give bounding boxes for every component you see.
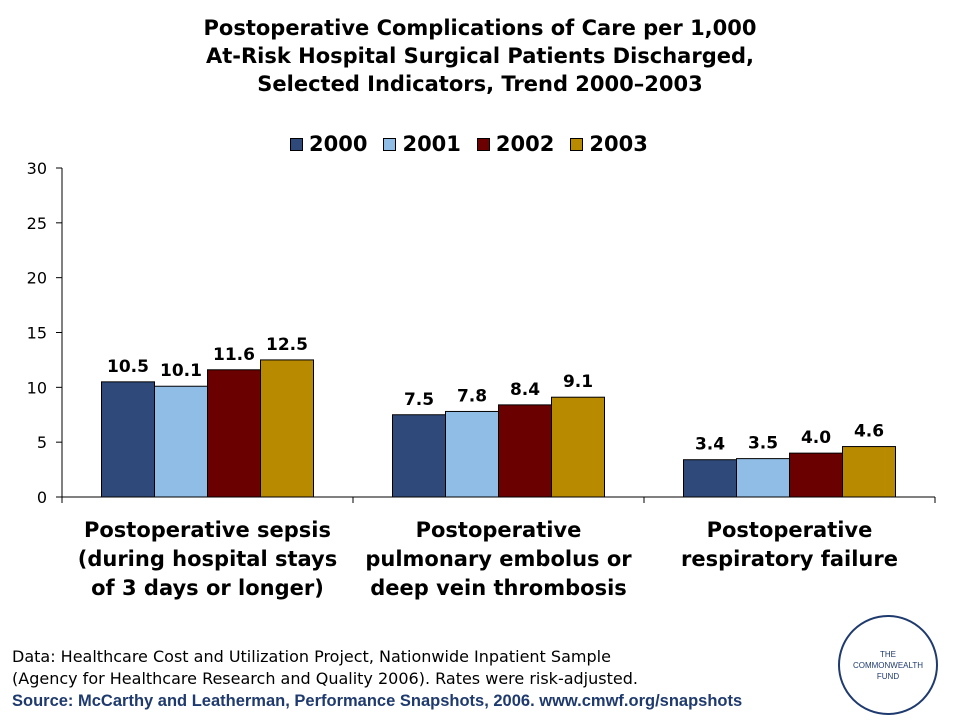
bar-2000 xyxy=(392,414,446,498)
legend-item-2001: 2001 xyxy=(383,132,461,156)
bar-2000 xyxy=(101,381,155,498)
y-tick-label: 25 xyxy=(27,214,47,233)
y-tick-label: 20 xyxy=(27,269,47,288)
bar-2000 xyxy=(683,459,737,498)
data-label: 3.5 xyxy=(748,434,778,454)
x-category-label: deep vein thrombosis xyxy=(370,576,627,600)
x-category-label: Postoperative sepsis xyxy=(84,518,331,542)
legend-item-2003: 2003 xyxy=(570,132,648,156)
data-label: 3.4 xyxy=(695,435,725,455)
title-line-1: Postoperative Complications of Care per … xyxy=(203,16,757,40)
legend-swatch-2000 xyxy=(290,137,303,151)
footnotes: Data: Healthcare Cost and Utilization Pr… xyxy=(12,646,742,712)
x-category-label: (during hospital stays xyxy=(78,547,338,571)
chart-title: Postoperative Complications of Care per … xyxy=(0,14,960,98)
y-tick-label: 0 xyxy=(37,488,47,507)
x-category-label: Postoperative xyxy=(707,518,873,542)
data-label: 11.6 xyxy=(213,345,255,365)
legend: 2000 2001 2002 2003 xyxy=(290,132,664,156)
commonwealth-fund-logo: THE COMMONWEALTH FUND xyxy=(838,615,938,715)
logo-line-3: FUND xyxy=(876,671,900,681)
data-label: 4.0 xyxy=(801,428,831,448)
logo-line-2: COMMONWEALTH xyxy=(852,660,924,670)
bar-2003 xyxy=(551,396,605,498)
bar-2001 xyxy=(445,410,499,498)
x-category-label: pulmonary embolus or xyxy=(365,547,632,571)
y-tick-label: 30 xyxy=(27,159,47,178)
legend-label-2001: 2001 xyxy=(402,132,461,156)
note-line-2: (Agency for Healthcare Research and Qual… xyxy=(12,669,638,688)
bar-2003 xyxy=(842,446,896,498)
data-label: 10.1 xyxy=(160,361,202,381)
bar-2003 xyxy=(260,359,314,498)
data-label: 9.1 xyxy=(563,372,593,392)
legend-item-2000: 2000 xyxy=(290,132,367,156)
data-label: 8.4 xyxy=(510,380,540,400)
legend-swatch-2003 xyxy=(570,137,584,151)
y-tick-label: 10 xyxy=(27,378,47,397)
title-line-2: At-Risk Hospital Surgical Patients Disch… xyxy=(205,44,754,68)
bar-2002 xyxy=(498,404,552,498)
bar-2002 xyxy=(789,452,843,498)
data-label: 7.8 xyxy=(457,386,487,406)
legend-item-2002: 2002 xyxy=(476,132,555,156)
legend-label-2000: 2000 xyxy=(309,132,368,156)
data-label: 4.6 xyxy=(854,422,884,442)
note-line-1: Data: Healthcare Cost and Utilization Pr… xyxy=(12,647,611,666)
bar-2001 xyxy=(154,385,208,498)
legend-label-2003: 2003 xyxy=(589,132,648,156)
legend-swatch-2002 xyxy=(476,137,490,151)
bar-chart: 0 5 10 15 20 25 30 10.5 10.1 11.6 12.5 Postoperativ… xyxy=(27,159,936,600)
x-category-label: Postoperative xyxy=(416,518,582,542)
legend-swatch-2001 xyxy=(383,137,397,151)
title-line-3: Selected Indicators, Trend 2000–2003 xyxy=(257,72,703,96)
source-line: Source: McCarthy and Leatherman, Perform… xyxy=(12,692,743,710)
y-tick-label: 15 xyxy=(27,324,47,343)
y-tick-label: 5 xyxy=(37,433,47,452)
data-label: 10.5 xyxy=(107,357,149,377)
x-category-label: respiratory failure xyxy=(681,547,898,571)
data-label: 7.5 xyxy=(404,390,434,410)
data-label: 12.5 xyxy=(266,335,308,355)
x-category-label: of 3 days or longer) xyxy=(91,576,324,600)
logo-line-1: THE xyxy=(880,649,896,659)
legend-label-2002: 2002 xyxy=(495,132,555,156)
bar-2002 xyxy=(207,369,261,498)
bar-2001 xyxy=(736,458,790,498)
